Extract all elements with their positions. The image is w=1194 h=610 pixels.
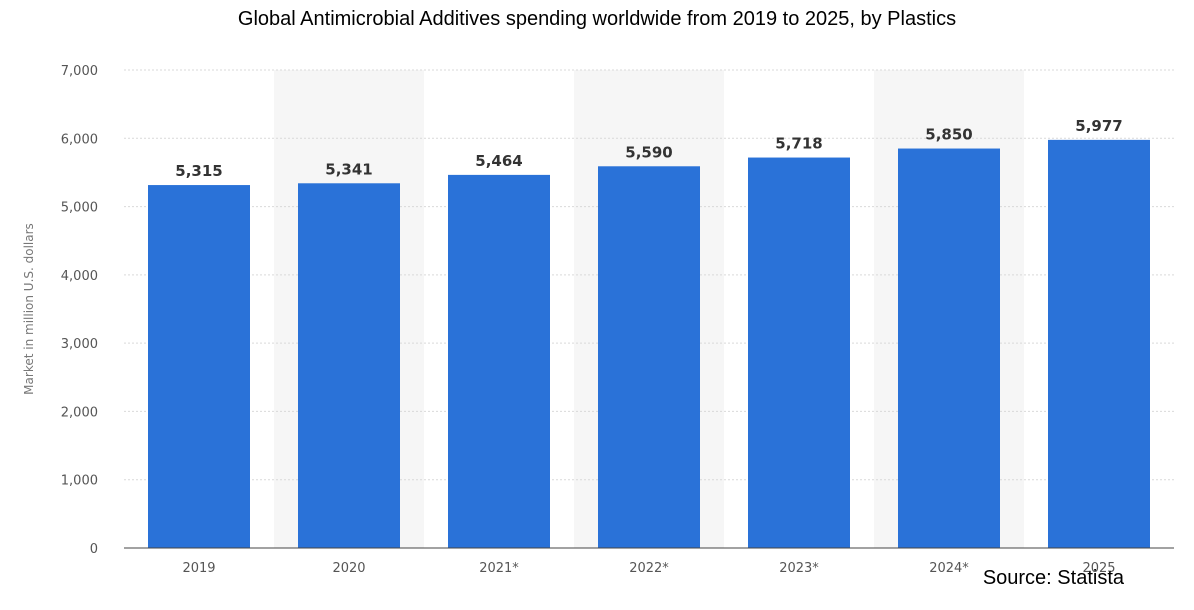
data-label: 5,590 bbox=[625, 143, 672, 161]
y-axis-title: Market in million U.S. dollars bbox=[22, 223, 36, 395]
y-tick-label: 0 bbox=[90, 542, 98, 557]
y-tick-label: 1,000 bbox=[61, 474, 98, 489]
y-axis-ticks: 0 1,000 2,000 3,000 4,000 5,000 6,000 7,000 bbox=[61, 64, 98, 557]
source-note: Source: Statista bbox=[982, 567, 1124, 589]
bar bbox=[898, 148, 1000, 548]
bar bbox=[448, 174, 550, 549]
y-tick-label: 3,000 bbox=[61, 337, 98, 352]
x-tick-label: 2021* bbox=[479, 561, 519, 576]
data-label: 5,718 bbox=[775, 135, 822, 153]
y-tick-label: 5,000 bbox=[61, 201, 98, 216]
x-tick-label: 2024* bbox=[929, 561, 969, 576]
data-label: 5,977 bbox=[1075, 117, 1122, 135]
x-tick-label: 2022* bbox=[629, 561, 669, 576]
bars bbox=[148, 139, 1150, 549]
x-tick-label: 2025 bbox=[1082, 561, 1115, 576]
x-tick-label: 2023* bbox=[779, 561, 819, 576]
y-tick-label: 6,000 bbox=[61, 132, 98, 147]
chart-title: Global Antimicrobial Additives spending … bbox=[237, 8, 957, 30]
x-tick-label: 2019 bbox=[182, 561, 215, 576]
value-labels: 5,315 5,341 5,464 5,590 5,718 5,850 5,977 bbox=[175, 117, 1122, 180]
data-label: 5,464 bbox=[475, 152, 522, 170]
bar bbox=[1048, 139, 1150, 548]
x-axis-ticks: 2019 2020 2021* 2022* 2023* 2024* 2025 bbox=[182, 561, 1115, 576]
bar bbox=[748, 157, 850, 548]
bar bbox=[598, 166, 700, 549]
data-label: 5,341 bbox=[325, 160, 372, 178]
y-tick-label: 4,000 bbox=[61, 269, 98, 284]
bar bbox=[298, 183, 400, 548]
data-label: 5,315 bbox=[175, 162, 222, 180]
bar bbox=[148, 185, 250, 548]
x-tick-label: 2020 bbox=[332, 561, 365, 576]
data-label: 5,850 bbox=[925, 126, 972, 144]
y-tick-label: 7,000 bbox=[61, 64, 98, 79]
y-tick-label: 2,000 bbox=[61, 405, 98, 420]
